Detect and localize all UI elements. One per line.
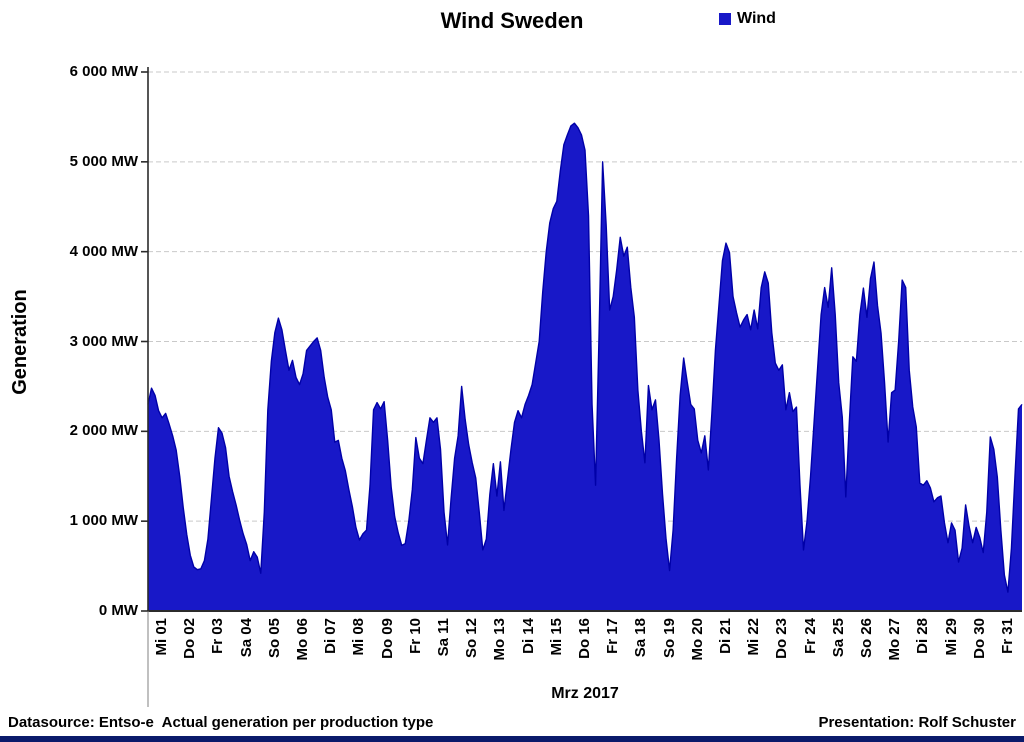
x-axis-tick-label: Fr 31 <box>998 618 1016 654</box>
y-axis-tick-label: 2 000 MW <box>69 422 138 440</box>
x-axis-tick-label: Fr 17 <box>604 618 622 654</box>
y-axis-tick-label: 4 000 MW <box>69 242 138 260</box>
x-axis-tick-label: Mo 13 <box>491 618 509 661</box>
x-axis-tick-label: Mi 01 <box>153 618 171 656</box>
x-axis-tick-label: So 26 <box>857 618 875 659</box>
bottom-border-bar <box>0 736 1024 742</box>
x-axis-tick-label: Mo 06 <box>294 618 312 661</box>
x-axis-tick-label: Mi 08 <box>350 618 368 656</box>
chart-title: Wind Sweden <box>440 8 584 33</box>
x-axis-tick-label: Sa 18 <box>632 618 650 658</box>
x-axis-tick-label: Fr 03 <box>209 618 227 654</box>
legend: Wind <box>719 10 776 28</box>
x-axis-tick-label: Mi 15 <box>547 618 565 656</box>
x-axis-tick-label: Sa 11 <box>435 618 453 657</box>
y-axis-tick-label: 5 000 MW <box>69 152 138 170</box>
y-axis-tick-label: 1 000 MW <box>69 512 138 530</box>
x-axis-tick-label: Di 28 <box>914 618 932 654</box>
x-axis-tick-label: So 05 <box>265 618 283 659</box>
x-axis-tick-label: So 19 <box>660 618 678 659</box>
y-axis-tick-label: 0 MW <box>98 602 138 619</box>
legend-label-wind: Wind <box>737 10 776 27</box>
x-axis-tick-label: Di 21 <box>716 618 734 654</box>
x-axis-tick-label: Do 23 <box>773 618 791 659</box>
x-axis-tick-label: Fr 24 <box>801 618 819 654</box>
x-axis-tick-label: Mo 20 <box>688 618 706 661</box>
x-axis-title: Mrz 2017 <box>551 685 619 702</box>
x-axis-tick-label: Do 02 <box>181 618 199 659</box>
wind-area-outline <box>147 122 1023 593</box>
x-axis-tick-label: Do 30 <box>970 618 988 659</box>
x-axis-tick-label: Mo 27 <box>886 618 904 661</box>
wind-area-series <box>148 123 1022 611</box>
x-axis-tick-label: Sa 04 <box>237 618 255 658</box>
presentation-credit: Presentation: Rolf Schuster <box>818 714 1016 731</box>
x-axis-tick-label: Do 16 <box>576 618 593 659</box>
x-axis-tick-label: Sa 25 <box>829 618 847 658</box>
x-axis-tick-label: Di 07 <box>322 618 340 654</box>
x-axis-tick-label: Do 09 <box>378 618 396 659</box>
y-axis-tick-label: 6 000 MW <box>69 63 138 80</box>
datasource-note: Datasource: Entso-e Actual generation pe… <box>8 714 434 731</box>
x-axis-tick-label: Fr 10 <box>406 618 424 654</box>
x-axis-tick-label: Mi 22 <box>745 618 763 656</box>
legend-swatch-wind-icon <box>719 13 731 25</box>
x-axis-tick-label: Di 14 <box>519 618 537 654</box>
x-axis-tick-label: So 12 <box>463 618 481 659</box>
y-axis-tick-label: 3 000 MW <box>69 332 138 350</box>
x-axis-tick-label: Mi 29 <box>942 618 960 656</box>
